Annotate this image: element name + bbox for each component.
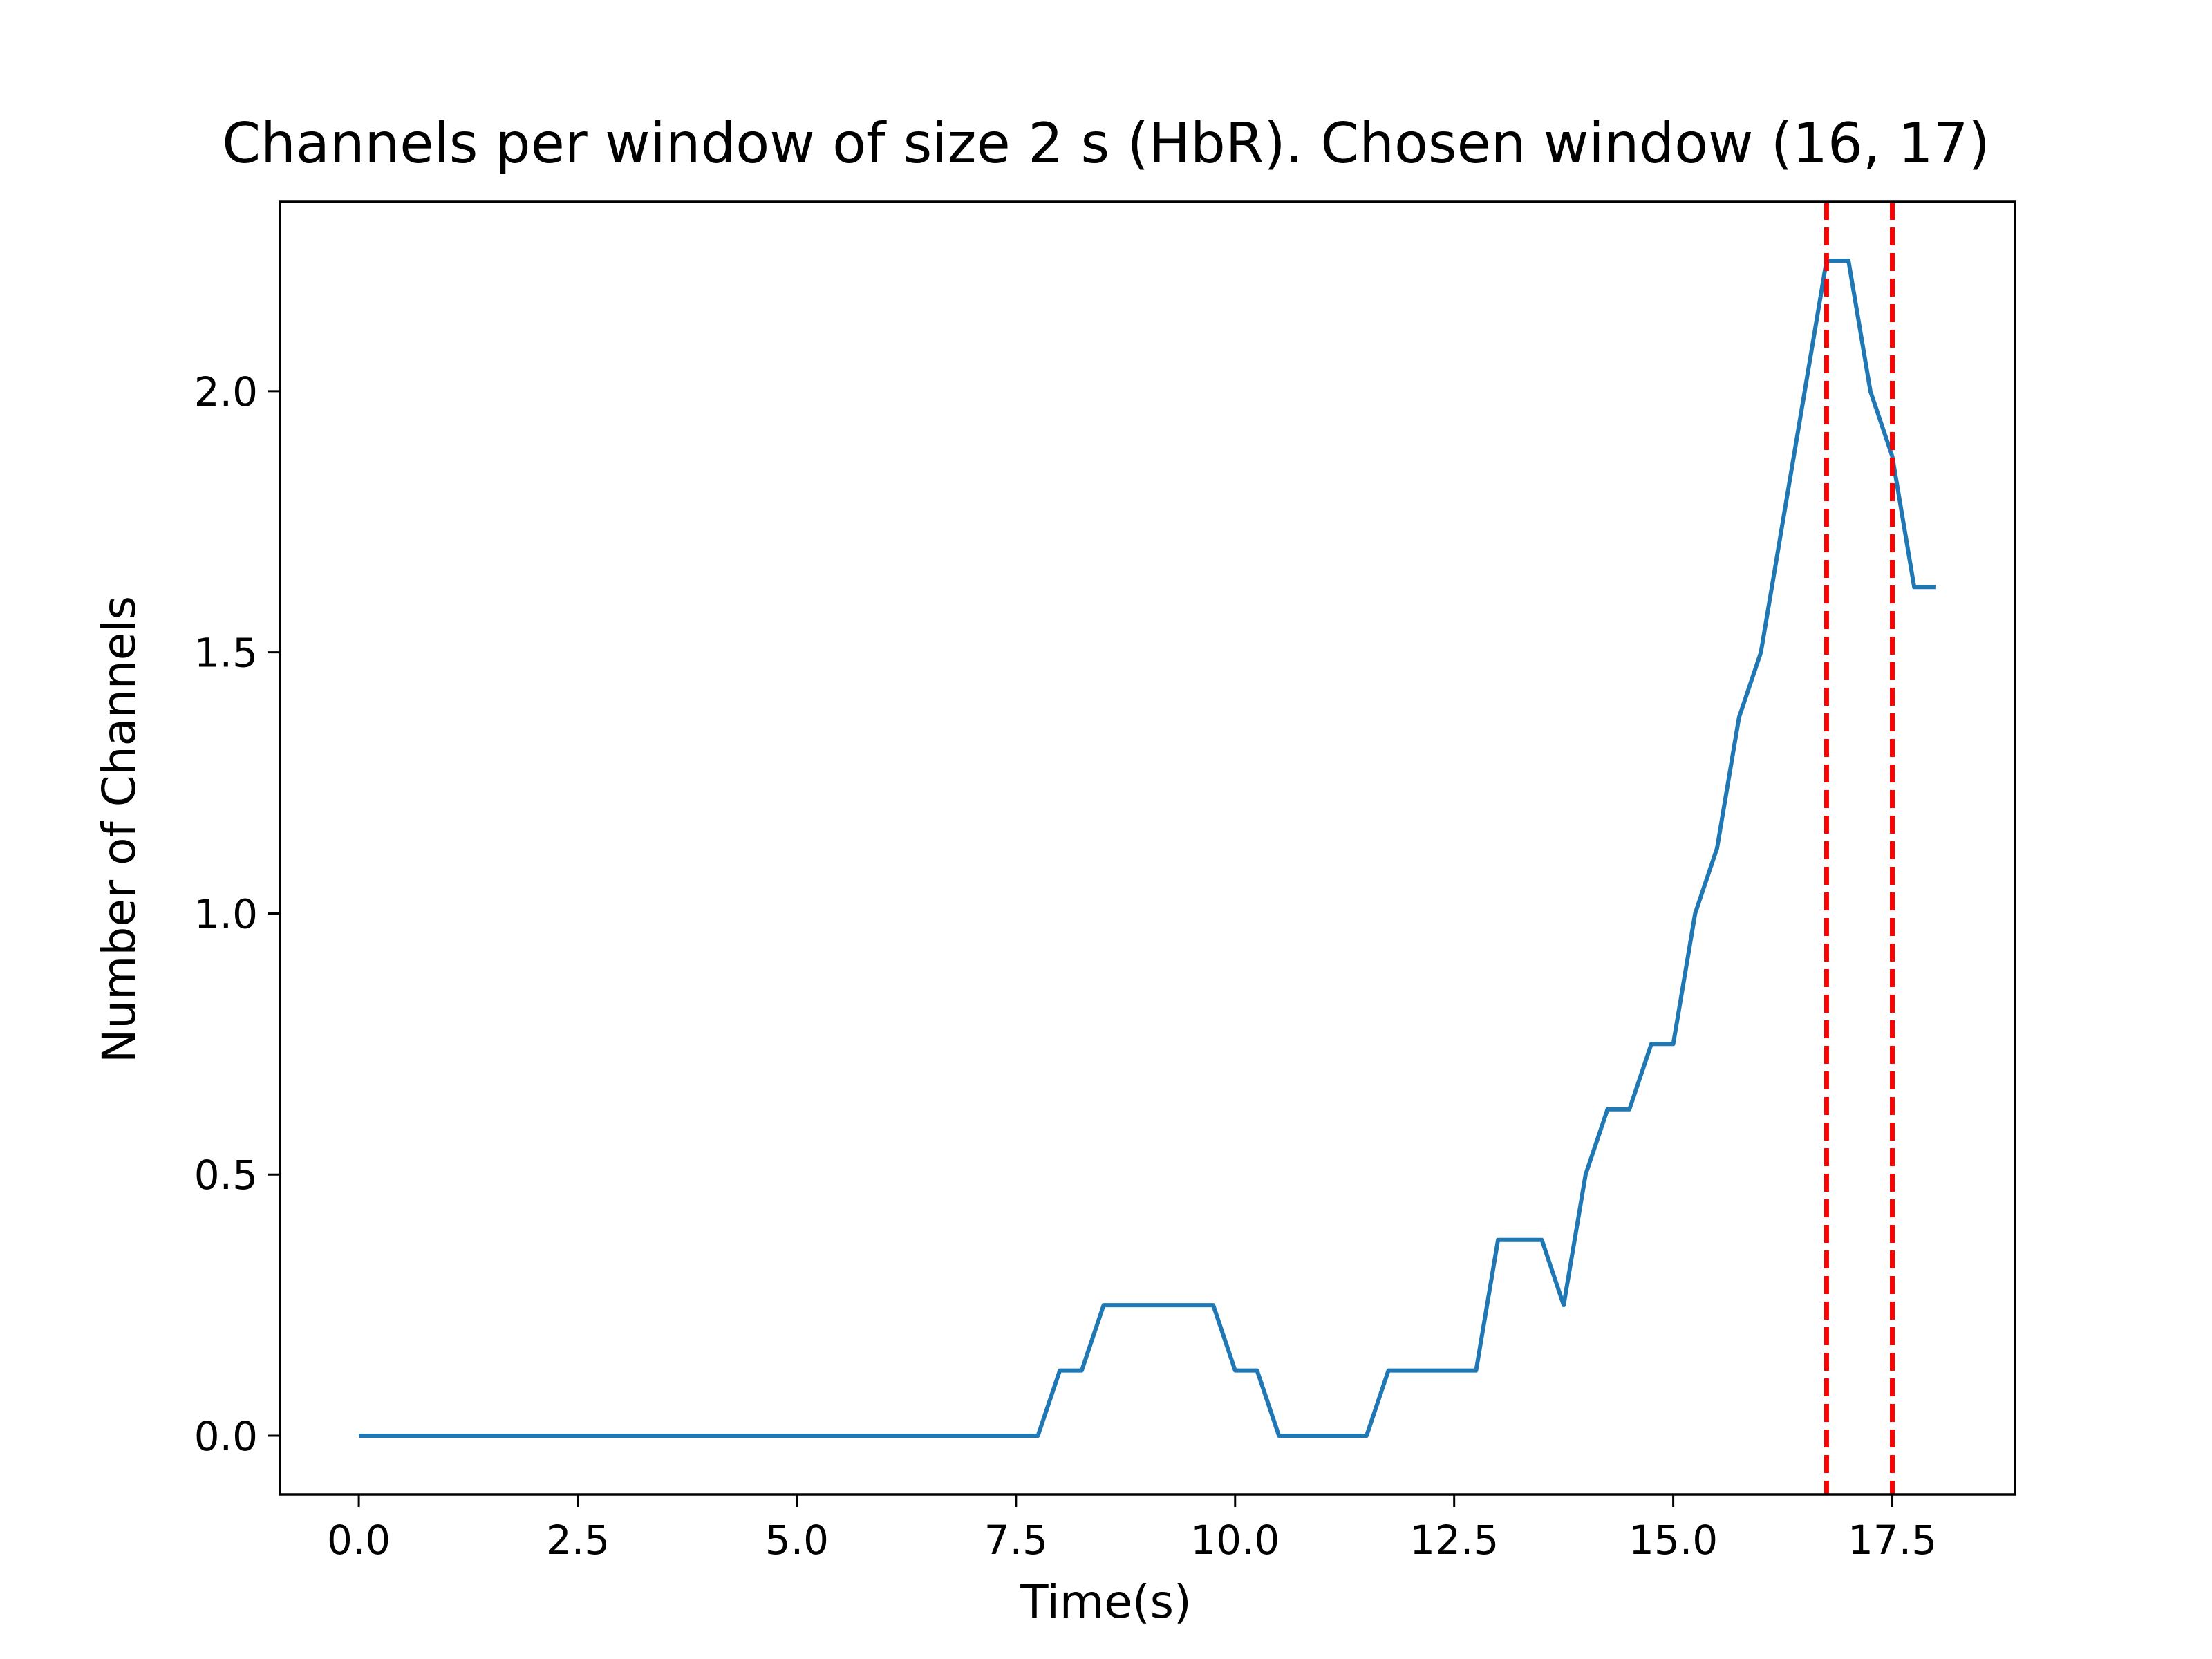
x-tick-label: 7.5: [984, 1517, 1048, 1564]
x-tick-label: 5.0: [765, 1517, 829, 1564]
y-axis-label: Number of Channels: [93, 596, 146, 1063]
x-tick-label: 2.5: [546, 1517, 610, 1564]
chart-title: Channels per window of size 2 s (HbR). C…: [222, 111, 1990, 176]
x-tick-label: 10.0: [1190, 1517, 1280, 1564]
y-tick-label: 2.0: [194, 368, 258, 415]
x-tick-label: 17.5: [1848, 1517, 1937, 1564]
x-axis-label: Time(s): [1020, 1575, 1191, 1629]
x-tick-label: 15.0: [1629, 1517, 1718, 1564]
plot-area: 0.0 2.5 5.0 7.5 10.0 12.5 15.0 17.5 0.0 0.5 1.0 1.5…: [194, 200, 2016, 1564]
y-tick-label: 0.0: [194, 1413, 258, 1460]
y-tick-label: 1.0: [194, 890, 258, 937]
x-tick-label: 12.5: [1409, 1517, 1499, 1564]
x-tick-label: 0.0: [327, 1517, 391, 1564]
y-tick-label: 0.5: [194, 1152, 258, 1199]
series-line-0: [359, 259, 1936, 1438]
y-tick-label: 1.5: [194, 630, 258, 677]
axes-frame: [279, 200, 2016, 1496]
